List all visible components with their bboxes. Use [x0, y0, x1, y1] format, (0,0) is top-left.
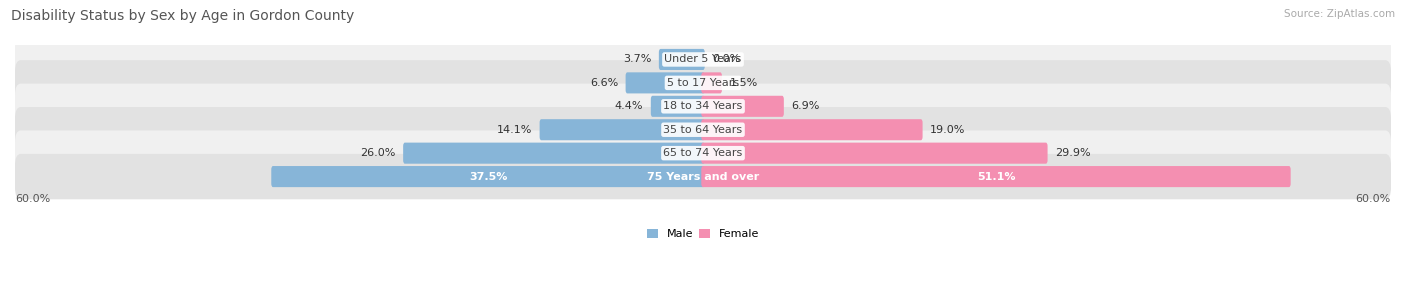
Text: 75 Years and over: 75 Years and over [647, 171, 759, 181]
Text: 0.0%: 0.0% [713, 54, 741, 64]
Text: 60.0%: 60.0% [1355, 194, 1391, 204]
Text: 26.0%: 26.0% [360, 148, 395, 158]
FancyBboxPatch shape [404, 143, 704, 164]
Text: 51.1%: 51.1% [977, 171, 1015, 181]
Text: 6.9%: 6.9% [792, 101, 820, 111]
Text: 60.0%: 60.0% [15, 194, 51, 204]
Text: 4.4%: 4.4% [614, 101, 644, 111]
FancyBboxPatch shape [15, 154, 1391, 199]
FancyBboxPatch shape [702, 96, 783, 117]
Text: 65 to 74 Years: 65 to 74 Years [664, 148, 742, 158]
Text: 18 to 34 Years: 18 to 34 Years [664, 101, 742, 111]
FancyBboxPatch shape [15, 37, 1391, 82]
FancyBboxPatch shape [626, 72, 704, 93]
Text: 3.7%: 3.7% [623, 54, 651, 64]
FancyBboxPatch shape [15, 107, 1391, 152]
FancyBboxPatch shape [15, 130, 1391, 176]
FancyBboxPatch shape [702, 166, 1291, 187]
Text: Disability Status by Sex by Age in Gordon County: Disability Status by Sex by Age in Gordo… [11, 9, 354, 23]
Text: 1.5%: 1.5% [730, 78, 758, 88]
Text: 29.9%: 29.9% [1054, 148, 1091, 158]
Text: 19.0%: 19.0% [929, 125, 966, 135]
FancyBboxPatch shape [651, 96, 704, 117]
Text: 6.6%: 6.6% [591, 78, 619, 88]
Text: 37.5%: 37.5% [468, 171, 508, 181]
Text: Source: ZipAtlas.com: Source: ZipAtlas.com [1284, 9, 1395, 19]
FancyBboxPatch shape [271, 166, 704, 187]
Text: 5 to 17 Years: 5 to 17 Years [666, 78, 740, 88]
FancyBboxPatch shape [702, 143, 1047, 164]
FancyBboxPatch shape [15, 84, 1391, 129]
Text: Under 5 Years: Under 5 Years [665, 54, 741, 64]
Legend: Male, Female: Male, Female [643, 225, 763, 244]
FancyBboxPatch shape [659, 49, 704, 70]
FancyBboxPatch shape [540, 119, 704, 140]
FancyBboxPatch shape [702, 119, 922, 140]
Text: 14.1%: 14.1% [496, 125, 531, 135]
Text: 35 to 64 Years: 35 to 64 Years [664, 125, 742, 135]
FancyBboxPatch shape [702, 72, 721, 93]
FancyBboxPatch shape [15, 60, 1391, 105]
